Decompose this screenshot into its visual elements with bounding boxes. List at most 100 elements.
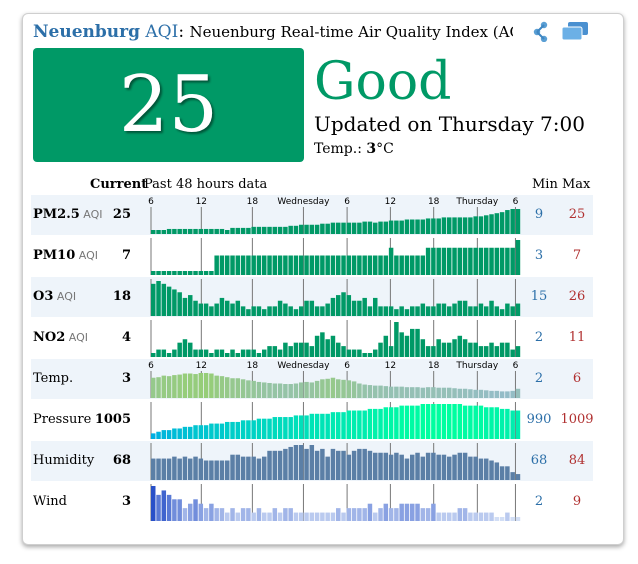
history-bar xyxy=(240,227,246,234)
history-bar xyxy=(388,306,394,316)
share-icon[interactable] xyxy=(528,20,554,43)
history-chart[interactable]: 6 12 18 Wednesday 6 12 18 Thursday 6 xyxy=(143,195,523,236)
min-value: 2 xyxy=(534,371,544,386)
history-bar xyxy=(325,339,330,357)
history-chart[interactable] xyxy=(143,441,523,482)
history-bar xyxy=(246,349,251,357)
row-temp: Temp. 3 2 6 6 12 18 Wednesday 6 12 18 Thursday 6 xyxy=(31,359,593,399)
history-bar xyxy=(499,517,505,521)
history-bar xyxy=(394,386,399,398)
city-link[interactable]: Neuenburg xyxy=(33,22,140,42)
pollutant-name: Wind xyxy=(33,494,67,509)
history-bar xyxy=(188,228,193,234)
history-bar xyxy=(288,417,293,439)
history-bar xyxy=(214,460,219,480)
history-chart[interactable]: 6 12 18 Wednesday 6 12 18 Thursday 6 xyxy=(143,359,523,400)
row-label: PM10 AQI xyxy=(33,248,98,263)
history-bar xyxy=(373,297,378,316)
history-bar xyxy=(277,417,283,439)
row-label: O3 AQI xyxy=(33,289,76,304)
history-bar xyxy=(251,255,256,275)
history-bar xyxy=(151,230,156,234)
history-bar xyxy=(283,303,288,316)
current-value: 3 xyxy=(121,494,131,509)
history-bar xyxy=(394,452,399,480)
history-bar xyxy=(219,297,225,316)
history-chart[interactable] xyxy=(143,400,523,441)
history-bar xyxy=(156,377,161,398)
aqi-link[interactable]: AQI xyxy=(145,22,179,42)
windows-icon[interactable] xyxy=(560,20,590,42)
history-bar xyxy=(378,452,383,480)
history-chart[interactable] xyxy=(143,482,523,523)
max-value: 7 xyxy=(572,248,582,263)
history-bar xyxy=(225,512,230,521)
history-bar xyxy=(431,387,436,398)
history-bar xyxy=(420,255,426,275)
history-bar xyxy=(346,410,352,439)
history-bar xyxy=(457,217,463,234)
col-past-header: Past 48 hours data xyxy=(144,177,268,192)
history-bar xyxy=(256,381,262,398)
history-bar xyxy=(367,385,373,398)
history-bar xyxy=(447,404,452,439)
history-bar xyxy=(410,306,415,316)
history-bar xyxy=(373,408,378,439)
row-pm25: PM2.5 AQI 25 9 25 6 12 18 Wednesday 6 12 18 Thursda… xyxy=(31,195,593,235)
history-bar xyxy=(473,405,478,439)
history-bar xyxy=(182,508,188,521)
history-bar xyxy=(367,221,373,234)
history-bar xyxy=(156,230,161,234)
history-bar xyxy=(404,387,410,398)
history-bar xyxy=(510,410,515,439)
history-bar xyxy=(515,346,521,357)
history-bar xyxy=(505,408,510,439)
axis-tick-label: Thursday xyxy=(455,361,499,371)
history-bar xyxy=(447,342,452,357)
max-value: 25 xyxy=(568,207,586,222)
history-bar xyxy=(188,426,193,439)
history-bar xyxy=(219,423,225,439)
history-bar xyxy=(499,212,505,234)
history-bar xyxy=(314,450,320,480)
history-chart[interactable] xyxy=(143,277,523,318)
history-bar xyxy=(473,342,478,357)
history-bar xyxy=(425,346,431,357)
history-bar xyxy=(330,297,336,316)
history-bar xyxy=(309,445,315,480)
history-bar xyxy=(320,332,325,357)
history-bar xyxy=(436,512,441,521)
history-bar xyxy=(225,300,230,316)
row-label: Wind xyxy=(33,494,67,509)
history-bar xyxy=(362,353,367,357)
history-bar xyxy=(351,222,357,234)
history-bar xyxy=(219,228,225,234)
history-bar xyxy=(272,346,278,357)
history-chart[interactable] xyxy=(143,236,523,277)
history-bar xyxy=(230,378,235,398)
history-chart[interactable] xyxy=(143,318,523,359)
history-bar xyxy=(510,390,515,398)
history-bar xyxy=(404,255,410,275)
history-bar xyxy=(473,306,478,316)
history-bar xyxy=(362,297,367,316)
history-bar xyxy=(203,425,209,439)
history-bar xyxy=(203,303,209,316)
history-bar xyxy=(489,247,494,275)
aqi-widget: Neuenburg AQI: Neuenburg Real-time Air Q… xyxy=(22,13,624,545)
history-bar xyxy=(378,221,383,234)
history-bar xyxy=(336,342,341,357)
history-bar xyxy=(499,391,505,399)
axis-tick-label: 18 xyxy=(428,361,440,371)
history-bar xyxy=(320,413,325,439)
history-bar xyxy=(436,303,441,316)
history-bar xyxy=(388,508,394,521)
history-bar xyxy=(156,458,161,480)
history-bar xyxy=(230,227,235,234)
history-bar xyxy=(484,247,489,275)
history-bar xyxy=(441,342,447,357)
history-bar xyxy=(373,512,378,521)
history-bar xyxy=(314,335,320,357)
history-bar xyxy=(193,300,198,316)
history-bar xyxy=(388,454,394,480)
